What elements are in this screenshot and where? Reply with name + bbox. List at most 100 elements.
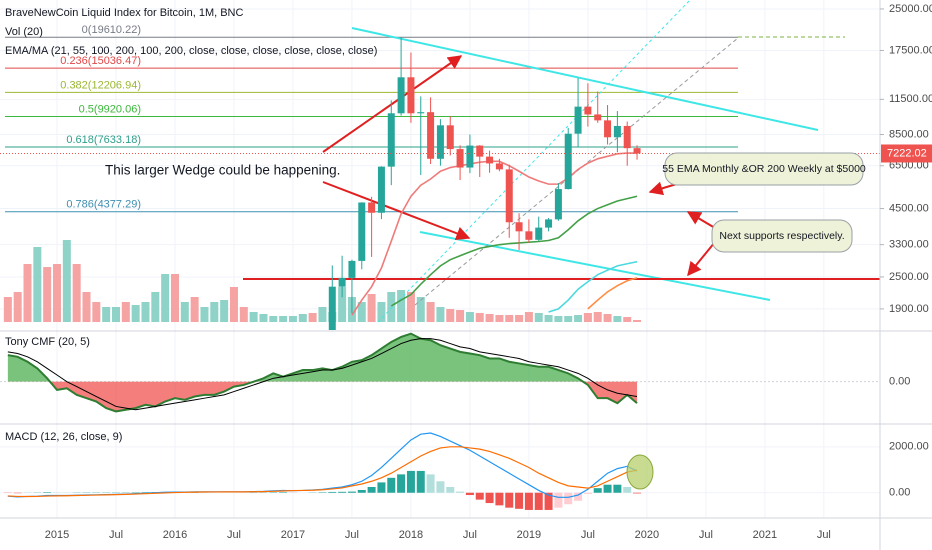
- x-tick-label: Jul: [581, 529, 595, 541]
- y-tick-label: 17500.00: [889, 44, 932, 56]
- candle-body: [545, 219, 553, 228]
- volume-bar: [259, 314, 268, 322]
- volume-bar: [62, 240, 71, 322]
- volume-bar: [475, 313, 484, 322]
- histogram-bar: [593, 488, 602, 493]
- histogram-bar: [426, 474, 435, 493]
- candle-body: [604, 120, 612, 138]
- y-tick-label: 8500.00: [889, 128, 929, 140]
- last-price-label: 7222.02: [887, 147, 927, 159]
- volume-bar: [190, 297, 199, 322]
- volume-bar: [406, 292, 415, 322]
- candle-body: [436, 125, 444, 159]
- volume-bar: [111, 307, 120, 322]
- candle-body: [407, 77, 415, 114]
- ma-legend: EMA/MA (21, 55, 100, 200, 100, 200, clos…: [5, 45, 377, 57]
- volume-bar: [279, 316, 288, 322]
- support-arrow-1: [686, 211, 716, 229]
- histogram-bar: [367, 487, 376, 493]
- histogram-bar: [456, 491, 465, 493]
- histogram-bar: [475, 492, 484, 500]
- candle-body: [397, 77, 405, 114]
- candle-body: [633, 148, 641, 154]
- volume-bar: [318, 307, 327, 322]
- candle-body: [584, 106, 592, 115]
- last-price-box: [881, 144, 932, 163]
- histogram-bar: [603, 484, 612, 493]
- candle-body: [456, 149, 464, 168]
- volume-bar: [485, 314, 494, 322]
- candle-body: [338, 277, 346, 287]
- x-tick-label: 2021: [753, 529, 777, 541]
- support-arrow-2: [687, 241, 716, 277]
- histogram-bar: [328, 491, 337, 493]
- y-tick-label: 2000.00: [889, 441, 929, 453]
- volume-bar: [161, 274, 170, 322]
- moving-average: [548, 260, 638, 313]
- histogram-bar: [613, 484, 622, 493]
- histogram-bar: [279, 492, 288, 493]
- volume-bar: [377, 302, 386, 322]
- histogram-bar: [416, 470, 425, 493]
- fib-label: 0.382(12206.94): [60, 79, 141, 91]
- moving-average: [587, 277, 638, 310]
- macd-legend: MACD (12, 26, close, 9): [5, 431, 122, 443]
- volume-bar: [534, 313, 543, 322]
- volume-bar: [554, 316, 563, 322]
- histogram-bar: [623, 487, 632, 493]
- y-tick-label: 0.00: [889, 487, 910, 499]
- histogram-bar: [544, 492, 553, 510]
- moving-average: [390, 195, 638, 307]
- histogram-bar: [574, 492, 583, 501]
- candle-body: [623, 125, 631, 149]
- fib-label: 0.5(9920.06): [79, 103, 141, 115]
- candle-body: [564, 133, 572, 190]
- volume-bar: [43, 267, 52, 322]
- volume-bar: [102, 307, 111, 322]
- volume-bar: [13, 292, 22, 322]
- histogram-bar: [524, 492, 533, 510]
- volume-bar: [229, 287, 238, 322]
- candle-body: [446, 125, 454, 150]
- candle-body: [387, 113, 395, 167]
- callout-text: Next supports respectively.: [719, 230, 844, 242]
- histogram-bar: [436, 481, 445, 493]
- volume-bar: [515, 315, 524, 322]
- volume-bar: [495, 315, 504, 322]
- volume-bar: [269, 316, 278, 322]
- x-tick-label: 2018: [399, 529, 423, 541]
- volume-bar: [446, 309, 455, 322]
- moving-average: [351, 152, 638, 316]
- x-tick-label: Jul: [109, 529, 123, 541]
- volume-bar: [210, 302, 219, 322]
- histogram-bar: [43, 492, 52, 493]
- candle-body: [574, 106, 582, 134]
- volume-bar: [33, 247, 42, 322]
- volume-bar: [53, 264, 62, 322]
- x-tick-label: 2016: [163, 529, 187, 541]
- volume-bar: [465, 312, 474, 322]
- candle-body: [368, 202, 376, 213]
- volume-bar: [131, 305, 140, 322]
- x-tick-label: Jul: [817, 529, 831, 541]
- callout-text: 55 EMA Monthly &OR 200 Weekly at $5000: [662, 163, 866, 175]
- histogram-bar: [583, 492, 592, 494]
- y-tick-label: 0.00: [889, 376, 910, 388]
- volume-bar: [505, 315, 514, 322]
- highlight-circle: [626, 454, 654, 490]
- x-tick-label: 2020: [635, 529, 659, 541]
- candle-body: [505, 169, 513, 223]
- drawings: [243, 0, 880, 323]
- candle-body: [594, 114, 602, 121]
- volume-bar: [593, 312, 602, 322]
- volume-bar: [416, 297, 425, 322]
- x-tick-label: Jul: [699, 529, 713, 541]
- candle-body: [328, 286, 336, 330]
- candle-body: [535, 227, 543, 240]
- volume-bar: [623, 317, 632, 322]
- cmf-layer: [0, 332, 880, 413]
- histogram-bar: [377, 482, 386, 493]
- candle-body: [525, 231, 533, 240]
- volume-bar: [170, 274, 179, 322]
